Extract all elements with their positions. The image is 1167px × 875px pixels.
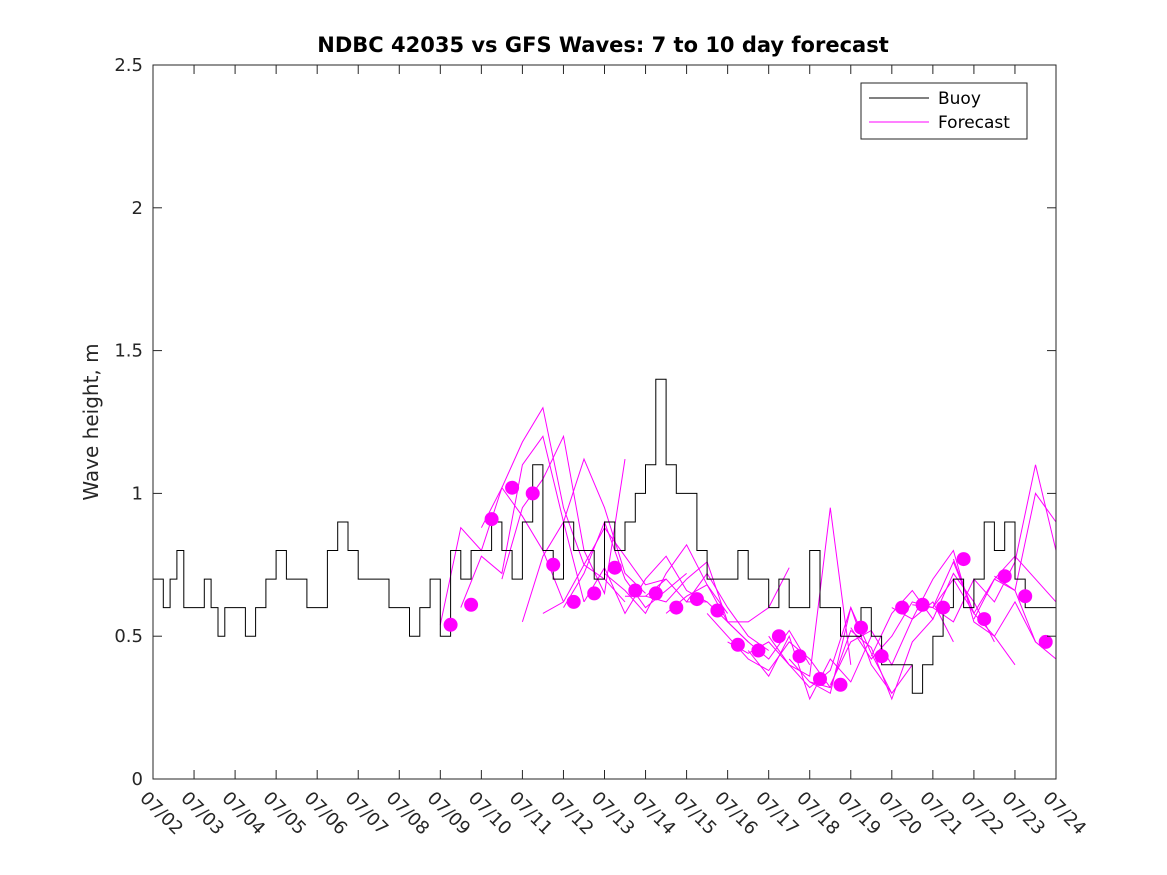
forecast-marker (895, 600, 910, 615)
forecast-marker (566, 594, 581, 609)
forecast-marker (751, 643, 766, 658)
forecast-run-line (994, 575, 1057, 660)
forecast-marker (464, 597, 479, 612)
forecast-marker (874, 649, 889, 664)
legend-box (860, 82, 1028, 140)
legend-forecast-label: Forecast (938, 113, 1010, 133)
legend: Buoy Forecast (860, 82, 1028, 140)
forecast-marker (936, 600, 951, 615)
forecast-run-line (501, 434, 626, 596)
forecast-marker (689, 592, 704, 607)
forecast-marker (525, 486, 540, 501)
forecast-run-line (768, 606, 893, 694)
buoy-series-group (153, 378, 1057, 694)
forecast-marker (1038, 634, 1053, 649)
forecast-marker (607, 560, 622, 575)
forecast-marker (505, 480, 520, 495)
forecast-run-line (706, 613, 831, 688)
forecast-run-line (809, 618, 934, 701)
forecast-marker (443, 617, 458, 632)
y-axis-ticks: 0 0.5 1 1.5 2 2.5 (114, 55, 1056, 790)
y-axis-label: Wave height, m (79, 343, 103, 500)
forecast-run-line (521, 457, 646, 623)
forecast-marker (1018, 589, 1033, 604)
forecast-marker (730, 637, 745, 652)
chart-title: NDBC 42035 vs GFS Waves: 7 to 10 day for… (317, 33, 888, 57)
forecast-marker (771, 629, 786, 644)
forecast-marker (833, 677, 848, 692)
forecast-marker (628, 583, 643, 598)
y-tick-label: 0 (132, 769, 143, 790)
forecast-run-line (686, 601, 811, 666)
y-tick-label: 0.5 (114, 626, 143, 647)
forecast-marker (977, 612, 992, 627)
forecast-run-line (952, 492, 1057, 615)
buoy-line (153, 378, 1057, 694)
forecast-marker (997, 569, 1012, 584)
y-tick-label: 2 (132, 198, 143, 219)
y-tick-label: 2.5 (114, 55, 143, 76)
forecast-marker (710, 603, 725, 618)
forecast-marker (484, 512, 499, 527)
forecast-run-line (747, 634, 872, 701)
legend-buoy-label: Buoy (938, 89, 981, 109)
forecast-marker (546, 557, 561, 572)
forecast-marker (813, 672, 827, 686)
forecast-marker (648, 586, 663, 601)
forecast-marker (792, 649, 807, 664)
forecast-marker (956, 552, 971, 567)
forecast-run-line (932, 464, 1057, 623)
y-tick-label: 1 (132, 483, 143, 504)
forecast-marker (915, 597, 930, 612)
forecast-markers-group (443, 480, 1053, 692)
forecast-marker (854, 620, 868, 635)
forecast-marker (669, 600, 684, 615)
plot-area (153, 65, 1056, 779)
forecast-marker (587, 586, 602, 601)
y-tick-label: 1.5 (114, 341, 143, 362)
forecast-run-line (563, 520, 687, 609)
